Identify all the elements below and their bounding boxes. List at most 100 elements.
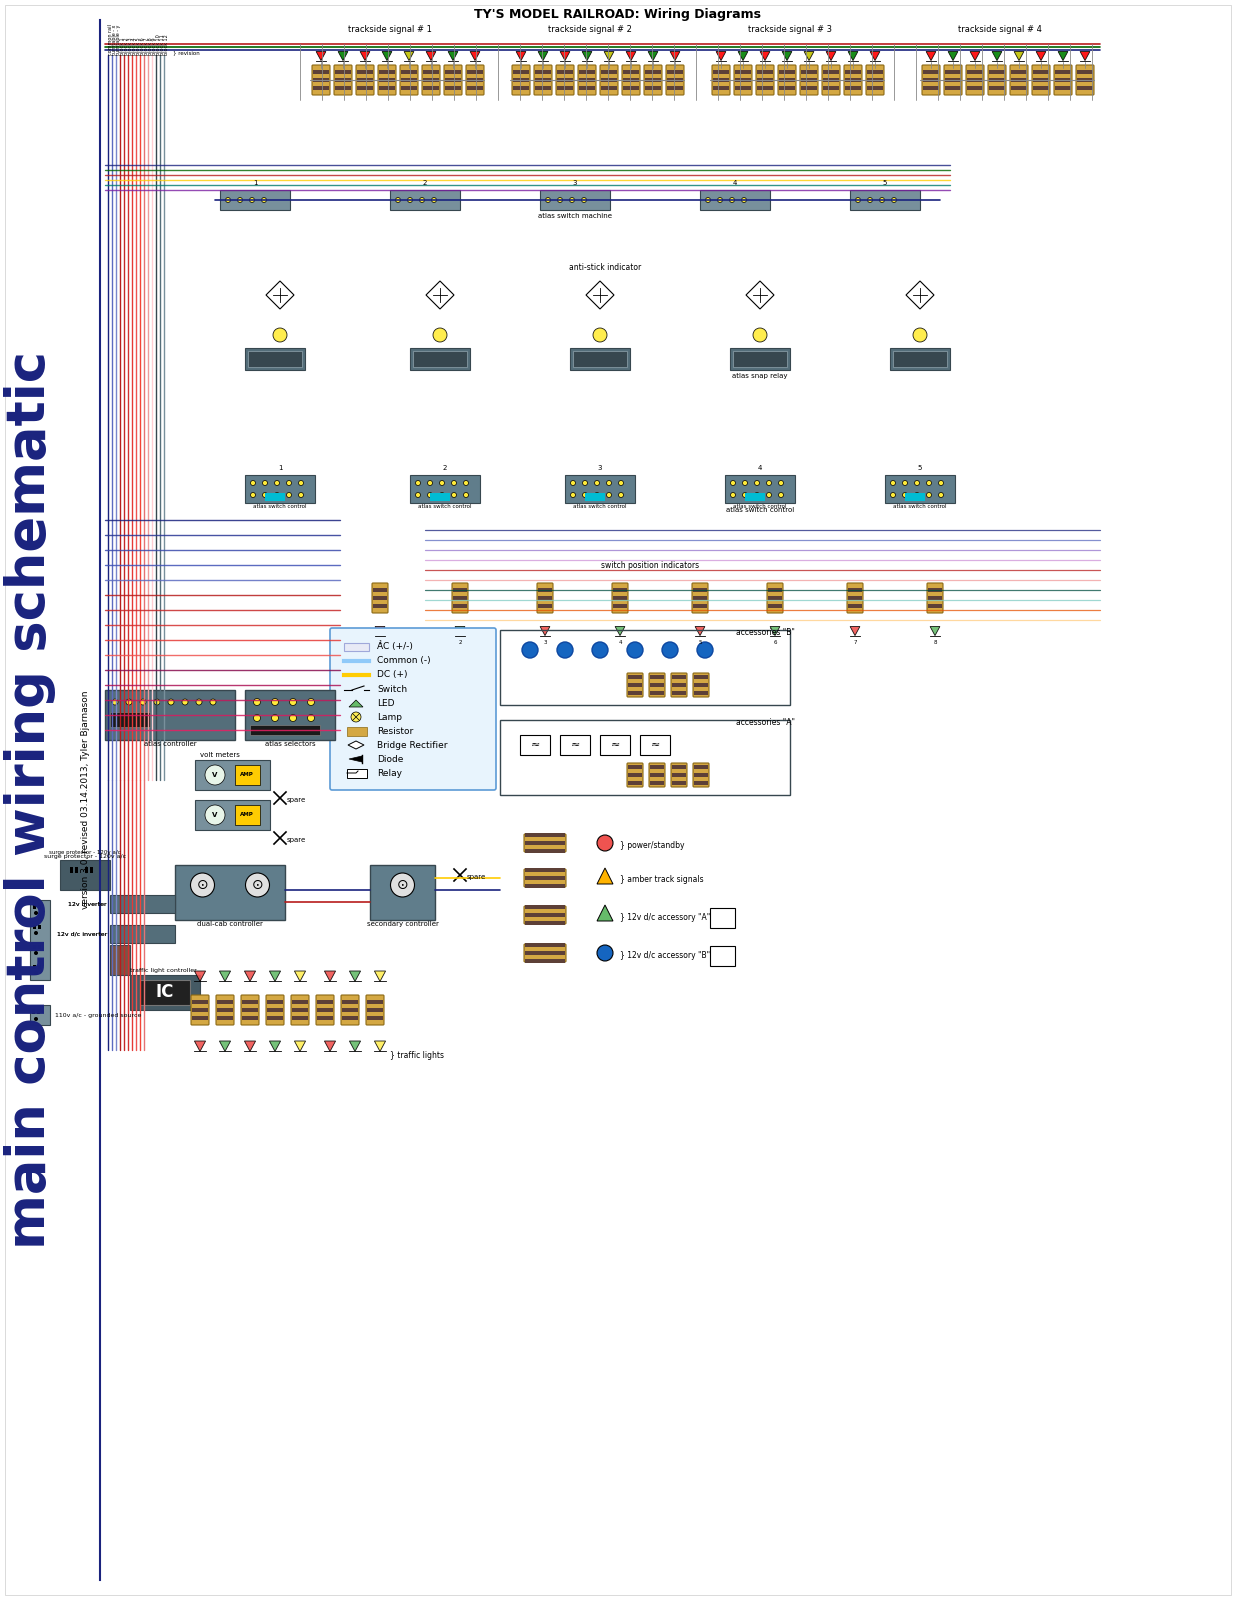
Bar: [650, 683, 664, 686]
Bar: [989, 78, 1005, 82]
Text: secondary controller: secondary controller: [367, 922, 439, 926]
Circle shape: [251, 493, 256, 498]
Text: Diode: Diode: [377, 755, 403, 763]
Text: TY'S MODEL RAILROAD: Wiring Diagrams: TY'S MODEL RAILROAD: Wiring Diagrams: [475, 8, 761, 21]
Bar: [923, 70, 939, 74]
Bar: [726, 475, 795, 502]
Bar: [989, 86, 1005, 90]
Bar: [32, 1010, 35, 1014]
Text: turntable - x: turntable - x: [112, 24, 117, 54]
Text: atlas switch control: atlas switch control: [253, 504, 307, 509]
Bar: [1056, 78, 1072, 82]
Polygon shape: [220, 1042, 231, 1051]
Text: 2: 2: [423, 179, 428, 186]
Circle shape: [308, 699, 314, 706]
FancyBboxPatch shape: [1032, 66, 1051, 94]
FancyBboxPatch shape: [627, 674, 643, 698]
Text: 5: 5: [698, 640, 702, 645]
Bar: [709, 946, 735, 966]
Circle shape: [581, 197, 587, 203]
Text: } traffic lights: } traffic lights: [391, 1051, 444, 1059]
Circle shape: [464, 493, 468, 498]
Polygon shape: [349, 757, 362, 762]
Bar: [650, 675, 664, 678]
Bar: [525, 906, 565, 909]
Bar: [850, 190, 920, 210]
Bar: [650, 691, 664, 694]
Bar: [445, 86, 461, 90]
FancyBboxPatch shape: [241, 995, 260, 1026]
Bar: [525, 883, 565, 888]
Bar: [693, 765, 708, 770]
Polygon shape: [294, 971, 305, 981]
FancyBboxPatch shape: [988, 66, 1006, 94]
Bar: [613, 603, 627, 608]
Circle shape: [607, 493, 612, 498]
Text: Bridge Rectifier: Bridge Rectifier: [377, 741, 447, 749]
Bar: [525, 958, 565, 963]
Circle shape: [779, 493, 784, 498]
Bar: [525, 922, 565, 925]
Text: 5: 5: [883, 179, 887, 186]
Bar: [501, 720, 790, 795]
Bar: [38, 906, 41, 909]
Text: 3: 3: [598, 466, 602, 470]
Bar: [693, 781, 708, 786]
Bar: [176, 866, 286, 920]
Bar: [292, 1000, 308, 1005]
FancyBboxPatch shape: [421, 66, 440, 94]
FancyBboxPatch shape: [266, 995, 284, 1026]
Bar: [693, 773, 708, 778]
Circle shape: [607, 480, 612, 485]
Text: trackside signal # 1: trackside signal # 1: [349, 26, 431, 34]
FancyBboxPatch shape: [622, 66, 640, 94]
Bar: [410, 475, 480, 502]
Bar: [192, 1016, 208, 1021]
Bar: [38, 925, 41, 930]
Text: 2: 2: [442, 466, 447, 470]
Circle shape: [855, 197, 860, 203]
Bar: [525, 950, 565, 955]
FancyBboxPatch shape: [768, 582, 782, 613]
Bar: [1033, 78, 1049, 82]
Polygon shape: [220, 971, 231, 981]
Bar: [905, 493, 925, 501]
Bar: [373, 603, 387, 608]
Circle shape: [766, 480, 771, 485]
Text: common rail: common rail: [108, 24, 112, 54]
Circle shape: [597, 946, 613, 962]
FancyBboxPatch shape: [316, 995, 334, 1026]
Text: block 5: block 5: [136, 37, 141, 54]
Circle shape: [253, 699, 261, 706]
Circle shape: [592, 642, 608, 658]
Bar: [367, 1016, 383, 1021]
Bar: [445, 78, 461, 82]
Bar: [400, 78, 417, 82]
Circle shape: [274, 493, 279, 498]
Bar: [400, 86, 417, 90]
Circle shape: [35, 1018, 38, 1021]
Bar: [745, 493, 765, 501]
Bar: [85, 867, 88, 874]
Polygon shape: [906, 282, 934, 309]
Bar: [400, 70, 417, 74]
Polygon shape: [627, 51, 635, 61]
FancyBboxPatch shape: [777, 66, 796, 94]
Bar: [344, 643, 370, 651]
Text: accessories "A": accessories "A": [735, 718, 795, 726]
Bar: [845, 86, 861, 90]
Polygon shape: [375, 1042, 386, 1051]
Polygon shape: [455, 627, 465, 635]
FancyBboxPatch shape: [466, 66, 485, 94]
Bar: [413, 350, 467, 366]
Bar: [779, 78, 795, 82]
Circle shape: [433, 328, 447, 342]
Text: atlas switch control: atlas switch control: [733, 504, 787, 509]
Polygon shape: [350, 1042, 361, 1051]
Bar: [560, 734, 590, 755]
Bar: [501, 630, 790, 706]
Polygon shape: [470, 51, 480, 61]
Bar: [316, 1016, 332, 1021]
Polygon shape: [294, 1042, 305, 1051]
Bar: [1077, 70, 1093, 74]
